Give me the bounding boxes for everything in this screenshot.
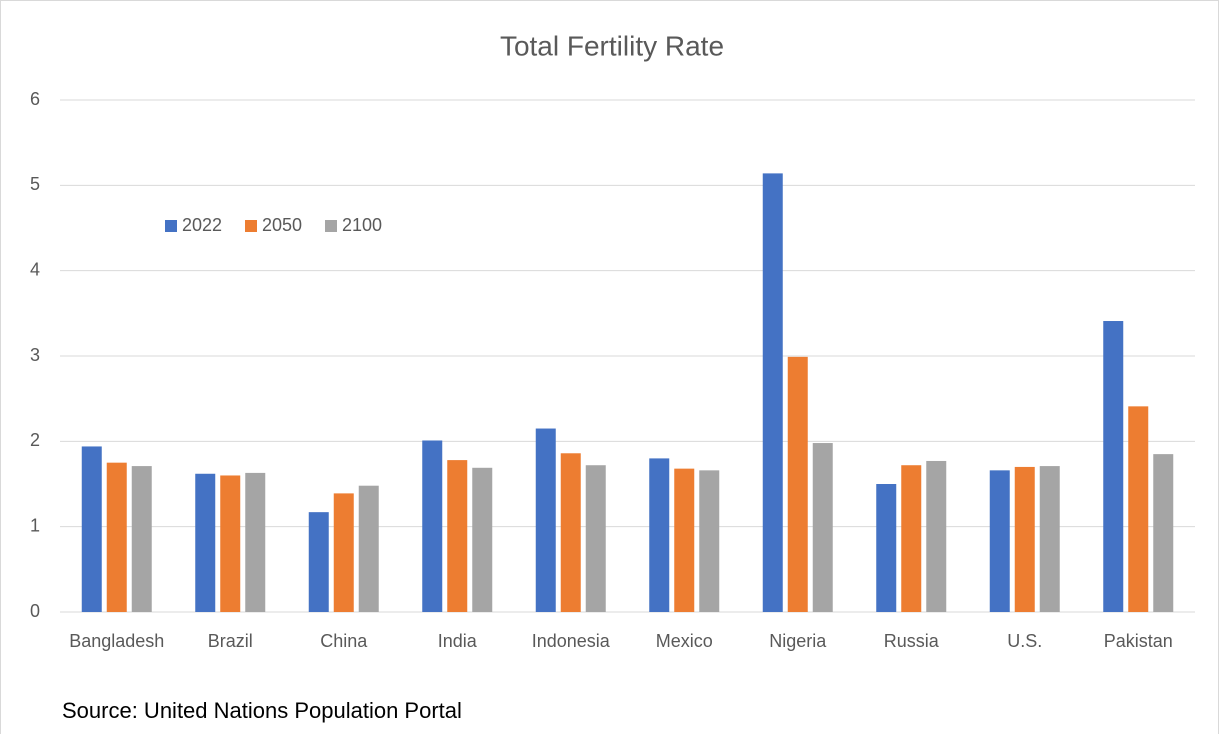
bar xyxy=(1103,321,1124,612)
y-tick-label: 2 xyxy=(30,430,40,450)
bar xyxy=(81,446,102,612)
bar xyxy=(649,458,670,612)
chart-title: Total Fertility Rate xyxy=(500,30,724,61)
y-tick-label: 3 xyxy=(30,345,40,365)
bar xyxy=(308,512,329,612)
bar xyxy=(472,467,493,612)
bar xyxy=(1039,466,1060,612)
bar xyxy=(585,465,606,612)
legend-swatch xyxy=(165,220,177,232)
y-tick-label: 1 xyxy=(30,515,40,535)
bar xyxy=(106,462,127,612)
bar xyxy=(447,460,468,612)
legend-label: 2050 xyxy=(262,215,302,235)
x-tick-label: Pakistan xyxy=(1104,631,1173,651)
bar xyxy=(422,440,443,612)
y-tick-label: 0 xyxy=(30,601,40,621)
x-tick-label: U.S. xyxy=(1007,631,1042,651)
bar xyxy=(674,468,695,612)
y-tick-label: 4 xyxy=(30,259,40,279)
bar xyxy=(560,453,581,612)
bar xyxy=(812,443,833,612)
x-tick-label: Mexico xyxy=(656,631,713,651)
bar xyxy=(131,466,152,612)
source-note: Source: United Nations Population Portal xyxy=(62,698,462,723)
bar xyxy=(220,475,241,612)
bar xyxy=(926,460,947,612)
bar xyxy=(876,484,897,612)
x-tick-label: Bangladesh xyxy=(69,631,164,651)
y-tick-label: 6 xyxy=(30,89,40,109)
y-tick-label: 5 xyxy=(30,174,40,194)
legend-label: 2100 xyxy=(342,215,382,235)
bar xyxy=(699,470,720,612)
x-tick-label: India xyxy=(438,631,478,651)
bar xyxy=(1153,454,1174,612)
bar xyxy=(535,428,556,612)
bar xyxy=(1128,406,1149,612)
bar xyxy=(1014,466,1035,612)
x-tick-label: Indonesia xyxy=(532,631,611,651)
bar xyxy=(195,473,216,612)
legend-label: 2022 xyxy=(182,215,222,235)
bar xyxy=(333,493,354,612)
x-tick-label: Russia xyxy=(884,631,940,651)
bar xyxy=(245,472,266,612)
bar xyxy=(901,465,922,612)
bar xyxy=(762,173,783,613)
x-tick-label: China xyxy=(320,631,368,651)
bar xyxy=(358,485,379,612)
x-tick-label: Nigeria xyxy=(769,631,827,651)
x-tick-label: Brazil xyxy=(208,631,253,651)
bar xyxy=(787,356,808,612)
legend-swatch xyxy=(245,220,257,232)
legend-swatch xyxy=(325,220,337,232)
bar xyxy=(989,470,1010,612)
